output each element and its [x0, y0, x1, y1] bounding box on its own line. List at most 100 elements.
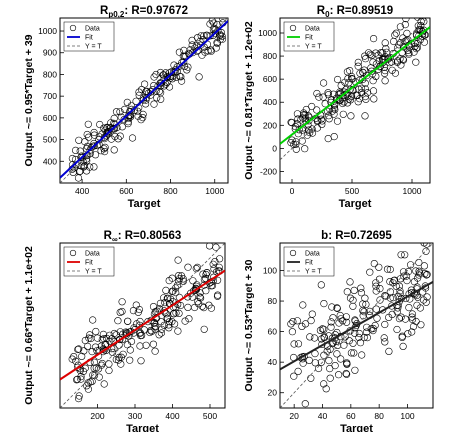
- data-point: [351, 329, 359, 337]
- y-axis-label: Output ~= 0.81*Target + 1.2e+02: [243, 21, 255, 180]
- data-point: [315, 364, 323, 373]
- data-point: [333, 304, 341, 313]
- data-point: [308, 125, 316, 133]
- data-point: [355, 333, 363, 342]
- data-point: [376, 285, 384, 293]
- data-point: [287, 139, 295, 147]
- data-point: [346, 294, 355, 302]
- data-point: [75, 392, 83, 400]
- data-point: [356, 339, 365, 347]
- data-point: [177, 301, 185, 310]
- data-point: [158, 325, 166, 333]
- data-point: [200, 325, 208, 333]
- data-point: [320, 300, 328, 308]
- data-point: [325, 357, 333, 365]
- data-point: [292, 140, 300, 148]
- data-point: [75, 345, 83, 353]
- y-tick-label: 700: [43, 91, 57, 101]
- x-tick-label: 500: [345, 186, 359, 196]
- data-point: [337, 355, 345, 363]
- fit-line: [60, 20, 228, 179]
- data-point: [295, 126, 303, 134]
- data-point: [208, 282, 217, 290]
- data-point: [320, 380, 328, 388]
- data-point: [409, 322, 418, 331]
- data-point: [81, 336, 89, 345]
- data-point: [362, 300, 370, 309]
- data-point: [399, 342, 407, 351]
- data-point: [306, 333, 314, 341]
- data-point: [135, 88, 143, 96]
- data-point: [375, 275, 384, 283]
- y-tick-label: 800: [43, 69, 57, 79]
- data-point: [367, 325, 375, 333]
- data-point: [126, 346, 134, 354]
- data-point: [149, 303, 158, 311]
- data-point: [104, 130, 112, 138]
- data-point: [175, 309, 183, 318]
- data-point: [132, 97, 140, 105]
- data-point: [360, 308, 368, 316]
- x-tick-label: 1000: [205, 186, 224, 196]
- data-point: [168, 75, 176, 83]
- y-tick-label: 600: [43, 113, 57, 123]
- data-point: [183, 66, 191, 74]
- data-point: [347, 349, 356, 357]
- data-point: [351, 317, 359, 325]
- data-point: [318, 325, 327, 333]
- data-point: [308, 102, 316, 111]
- data-point: [317, 115, 325, 123]
- data-point: [330, 104, 339, 112]
- chart-title: R0: R=0.89519: [317, 5, 393, 19]
- y-tick-label: 400: [263, 97, 277, 107]
- data-point: [84, 120, 92, 128]
- data-point: [366, 307, 374, 316]
- data-point: [389, 294, 397, 302]
- data-point: [361, 52, 369, 60]
- data-point: [289, 318, 297, 326]
- data-point: [74, 174, 83, 182]
- data-point: [401, 251, 409, 259]
- data-point: [352, 321, 360, 330]
- x-axis-label: Target: [339, 198, 372, 210]
- data-point: [189, 48, 197, 57]
- data-point: [422, 271, 431, 279]
- data-point: [179, 52, 187, 60]
- legend: Data Fit Y = T: [63, 21, 115, 52]
- data-point: [110, 114, 118, 122]
- data-point: [381, 69, 389, 77]
- data-point: [397, 61, 405, 69]
- data-point: [213, 292, 222, 300]
- data-point: [334, 341, 342, 350]
- legend-data-symbol: [289, 249, 297, 257]
- data-point: [112, 108, 121, 116]
- data-point: [299, 301, 307, 309]
- data-point: [370, 260, 378, 268]
- data-point: [345, 337, 353, 345]
- data-point: [310, 334, 319, 342]
- y-tick-label: 600: [263, 74, 277, 84]
- data-point: [137, 116, 145, 124]
- data-point: [368, 51, 376, 59]
- data-point: [363, 89, 372, 97]
- x-tick-label: 400: [165, 411, 179, 421]
- data-point: [124, 119, 132, 128]
- data-point: [350, 286, 358, 295]
- y-axis-label: Output ~= 0.66*Target + 1.1e+02: [23, 246, 35, 405]
- data-point: [329, 314, 337, 322]
- data-point: [200, 304, 208, 312]
- data-point: [347, 112, 355, 120]
- data-point: [116, 328, 124, 336]
- data-point: [376, 296, 384, 304]
- data-point: [349, 339, 357, 347]
- data-point: [132, 301, 140, 309]
- data-point: [185, 315, 193, 323]
- data-point: [95, 373, 103, 381]
- data-point: [381, 292, 389, 300]
- data-point: [379, 55, 387, 63]
- data-point: [372, 49, 380, 57]
- data-point: [199, 270, 207, 278]
- data-point: [382, 45, 390, 53]
- data-point: [87, 334, 95, 343]
- data-point: [349, 302, 357, 310]
